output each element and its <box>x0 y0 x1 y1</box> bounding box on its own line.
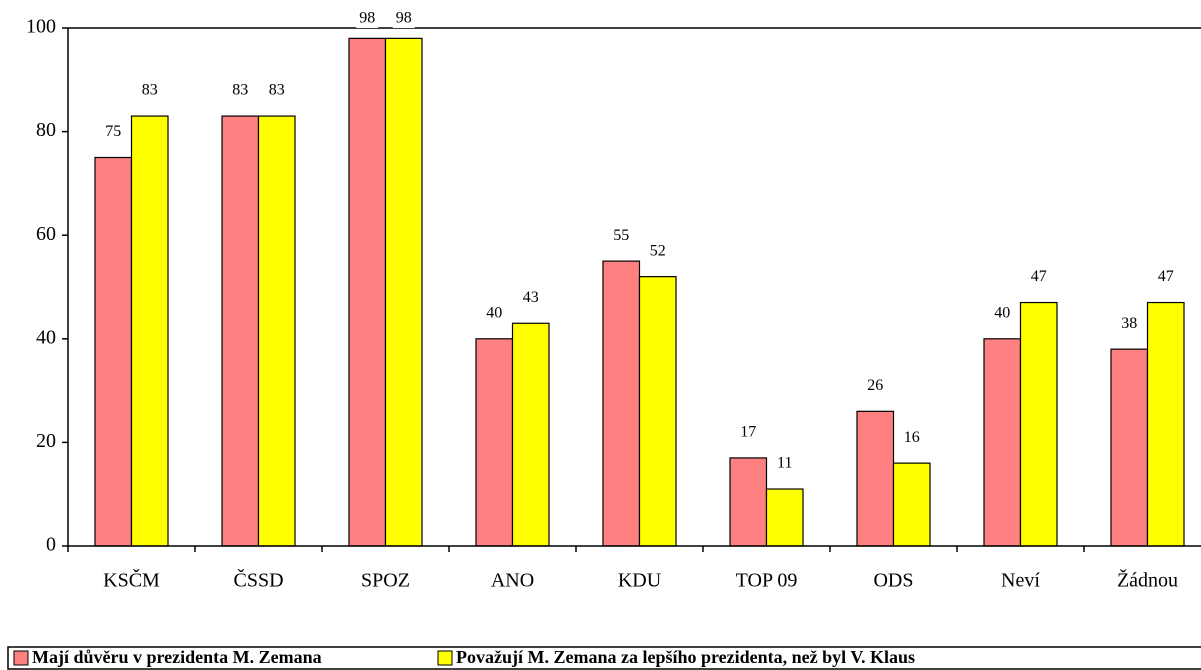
bar <box>892 462 931 547</box>
bar <box>130 115 169 547</box>
value-label-bg <box>265 82 288 101</box>
bar <box>638 276 677 547</box>
bar <box>765 488 804 547</box>
bar <box>475 338 514 547</box>
x-tick-label: SPOZ <box>361 570 410 592</box>
x-tick-label: TOP 09 <box>736 570 798 592</box>
value-label: 11 <box>777 455 792 472</box>
value-label: 17 <box>740 424 756 441</box>
legend-swatch <box>13 650 29 666</box>
x-tick-label: ANO <box>491 570 534 592</box>
value-label: 40 <box>994 304 1010 321</box>
value-label: 98 <box>359 10 375 27</box>
legend-label: Považují M. Zemana za lepšího prezidenta… <box>456 647 915 667</box>
y-tick-label: 40 <box>36 326 56 348</box>
value-label: 83 <box>232 82 248 99</box>
bar <box>94 156 133 547</box>
x-tick-label: ČSSD <box>233 568 283 592</box>
value-label: 43 <box>523 289 539 306</box>
value-label-bg <box>229 82 252 101</box>
value-label-bg <box>102 123 125 142</box>
y-tick-label: 80 <box>36 119 56 141</box>
value-label: 83 <box>269 82 285 99</box>
value-label: 52 <box>650 242 666 259</box>
value-label-bg <box>1027 268 1050 287</box>
bar <box>511 322 550 547</box>
value-label-bg <box>1154 268 1177 287</box>
value-label-bg <box>356 10 379 28</box>
value-label: 16 <box>904 429 920 446</box>
y-tick-label: 100 <box>26 16 56 38</box>
bar <box>729 457 768 547</box>
x-tick-label: KSČM <box>103 568 160 592</box>
value-label-bg <box>392 10 415 28</box>
value-label-bg <box>737 423 760 442</box>
x-tick-label: Neví <box>1001 570 1040 592</box>
value-label-bg <box>1118 315 1141 334</box>
bar <box>348 37 387 547</box>
value-label: 26 <box>867 377 883 394</box>
value-label: 40 <box>486 304 502 321</box>
value-label-bg <box>519 289 542 308</box>
y-tick-label: 0 <box>46 534 56 556</box>
value-label: 47 <box>1158 268 1174 285</box>
value-label-bg <box>610 227 633 246</box>
value-label: 83 <box>142 82 158 99</box>
bar <box>856 410 895 547</box>
bar <box>1019 301 1058 547</box>
value-label: 38 <box>1121 315 1137 332</box>
value-label-bg <box>773 455 796 474</box>
y-tick-label: 20 <box>36 430 56 452</box>
legend-swatch <box>437 650 453 666</box>
bar <box>602 260 641 547</box>
value-label: 55 <box>613 227 629 244</box>
bar <box>983 338 1022 547</box>
x-tick-label: KDU <box>618 570 662 592</box>
y-tick-label: 60 <box>36 223 56 245</box>
value-label: 47 <box>1031 268 1047 285</box>
value-label-bg <box>483 304 506 323</box>
value-label-bg <box>646 242 669 261</box>
bar <box>221 115 260 547</box>
legend-box <box>7 646 1201 670</box>
value-label-bg <box>991 304 1014 323</box>
value-label-bg <box>864 377 887 396</box>
bar <box>384 37 423 547</box>
bar <box>1110 348 1149 547</box>
value-label: 75 <box>105 123 121 140</box>
x-tick-label: ODS <box>873 570 913 592</box>
value-label: 98 <box>396 10 412 27</box>
value-label-bg <box>138 82 161 101</box>
value-label-bg <box>900 429 923 448</box>
bar <box>1146 301 1185 547</box>
bar <box>257 115 296 547</box>
legend-label: Mají důvěru v prezidenta M. Zemana <box>32 647 322 667</box>
x-tick-label: Žádnou <box>1117 569 1178 592</box>
